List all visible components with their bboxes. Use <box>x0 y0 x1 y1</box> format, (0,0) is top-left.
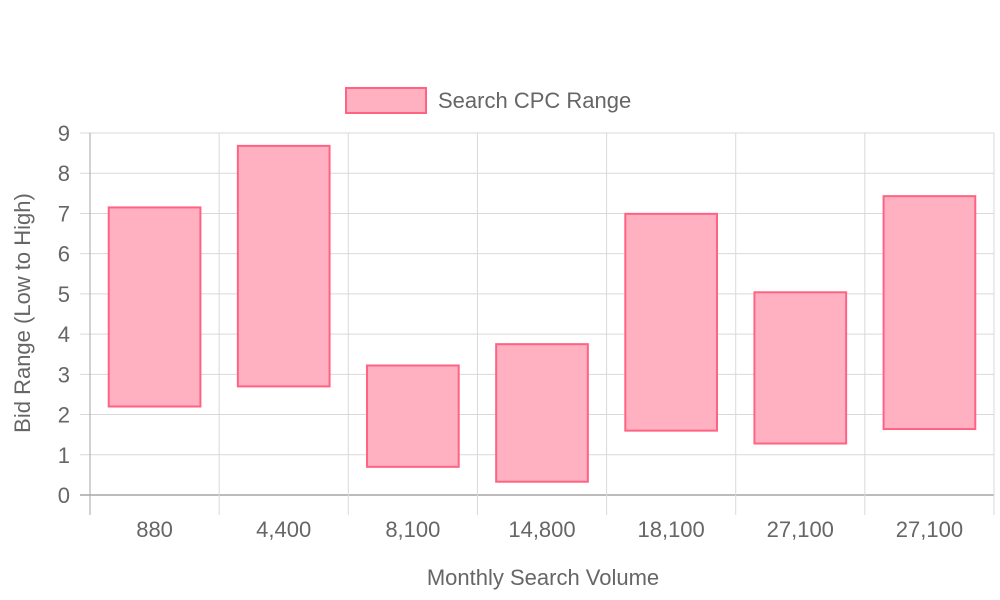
x-axis-title: Monthly Search Volume <box>427 565 659 590</box>
y-tick-label: 0 <box>58 483 70 508</box>
x-tick-label: 4,400 <box>256 517 311 542</box>
x-axis-ticks: 880 4,400 8,100 14,800 18,100 27,100 27,100 <box>136 517 963 542</box>
bar-6[interactable] <box>882 195 977 431</box>
y-tick-label: 4 <box>58 322 70 347</box>
bar-4[interactable] <box>624 212 718 432</box>
gridlines <box>80 132 995 515</box>
x-tick-label: 14,800 <box>508 517 575 542</box>
y-axis-title: Bid Range (Low to High) <box>10 193 35 433</box>
bar-5[interactable] <box>753 291 848 445</box>
x-tick-label: 880 <box>136 517 173 542</box>
y-tick-label: 8 <box>58 161 70 186</box>
y-tick-label: 6 <box>58 242 70 267</box>
y-axis-ticks: 0 1 2 3 4 5 6 7 8 9 <box>58 121 70 508</box>
bar-1[interactable] <box>236 144 331 388</box>
legend-label-search-cpc-range[interactable]: Search CPC Range <box>438 88 631 113</box>
legend-swatch[interactable] <box>345 87 427 114</box>
bar-3[interactable] <box>495 343 589 483</box>
x-tick-label: 27,100 <box>896 517 963 542</box>
y-tick-label: 5 <box>58 282 70 307</box>
bar-0[interactable] <box>107 206 202 408</box>
y-tick-label: 9 <box>58 121 70 146</box>
x-tick-label: 18,100 <box>637 517 704 542</box>
y-tick-label: 2 <box>58 403 70 428</box>
bars <box>107 144 977 483</box>
x-tick-label: 27,100 <box>767 517 834 542</box>
y-tick-label: 1 <box>58 443 70 468</box>
y-tick-label: 3 <box>58 362 70 387</box>
bar-2[interactable] <box>366 364 460 468</box>
x-tick-label: 8,100 <box>385 517 440 542</box>
legend[interactable]: Search CPC Range <box>345 87 631 114</box>
y-tick-label: 7 <box>58 201 70 226</box>
